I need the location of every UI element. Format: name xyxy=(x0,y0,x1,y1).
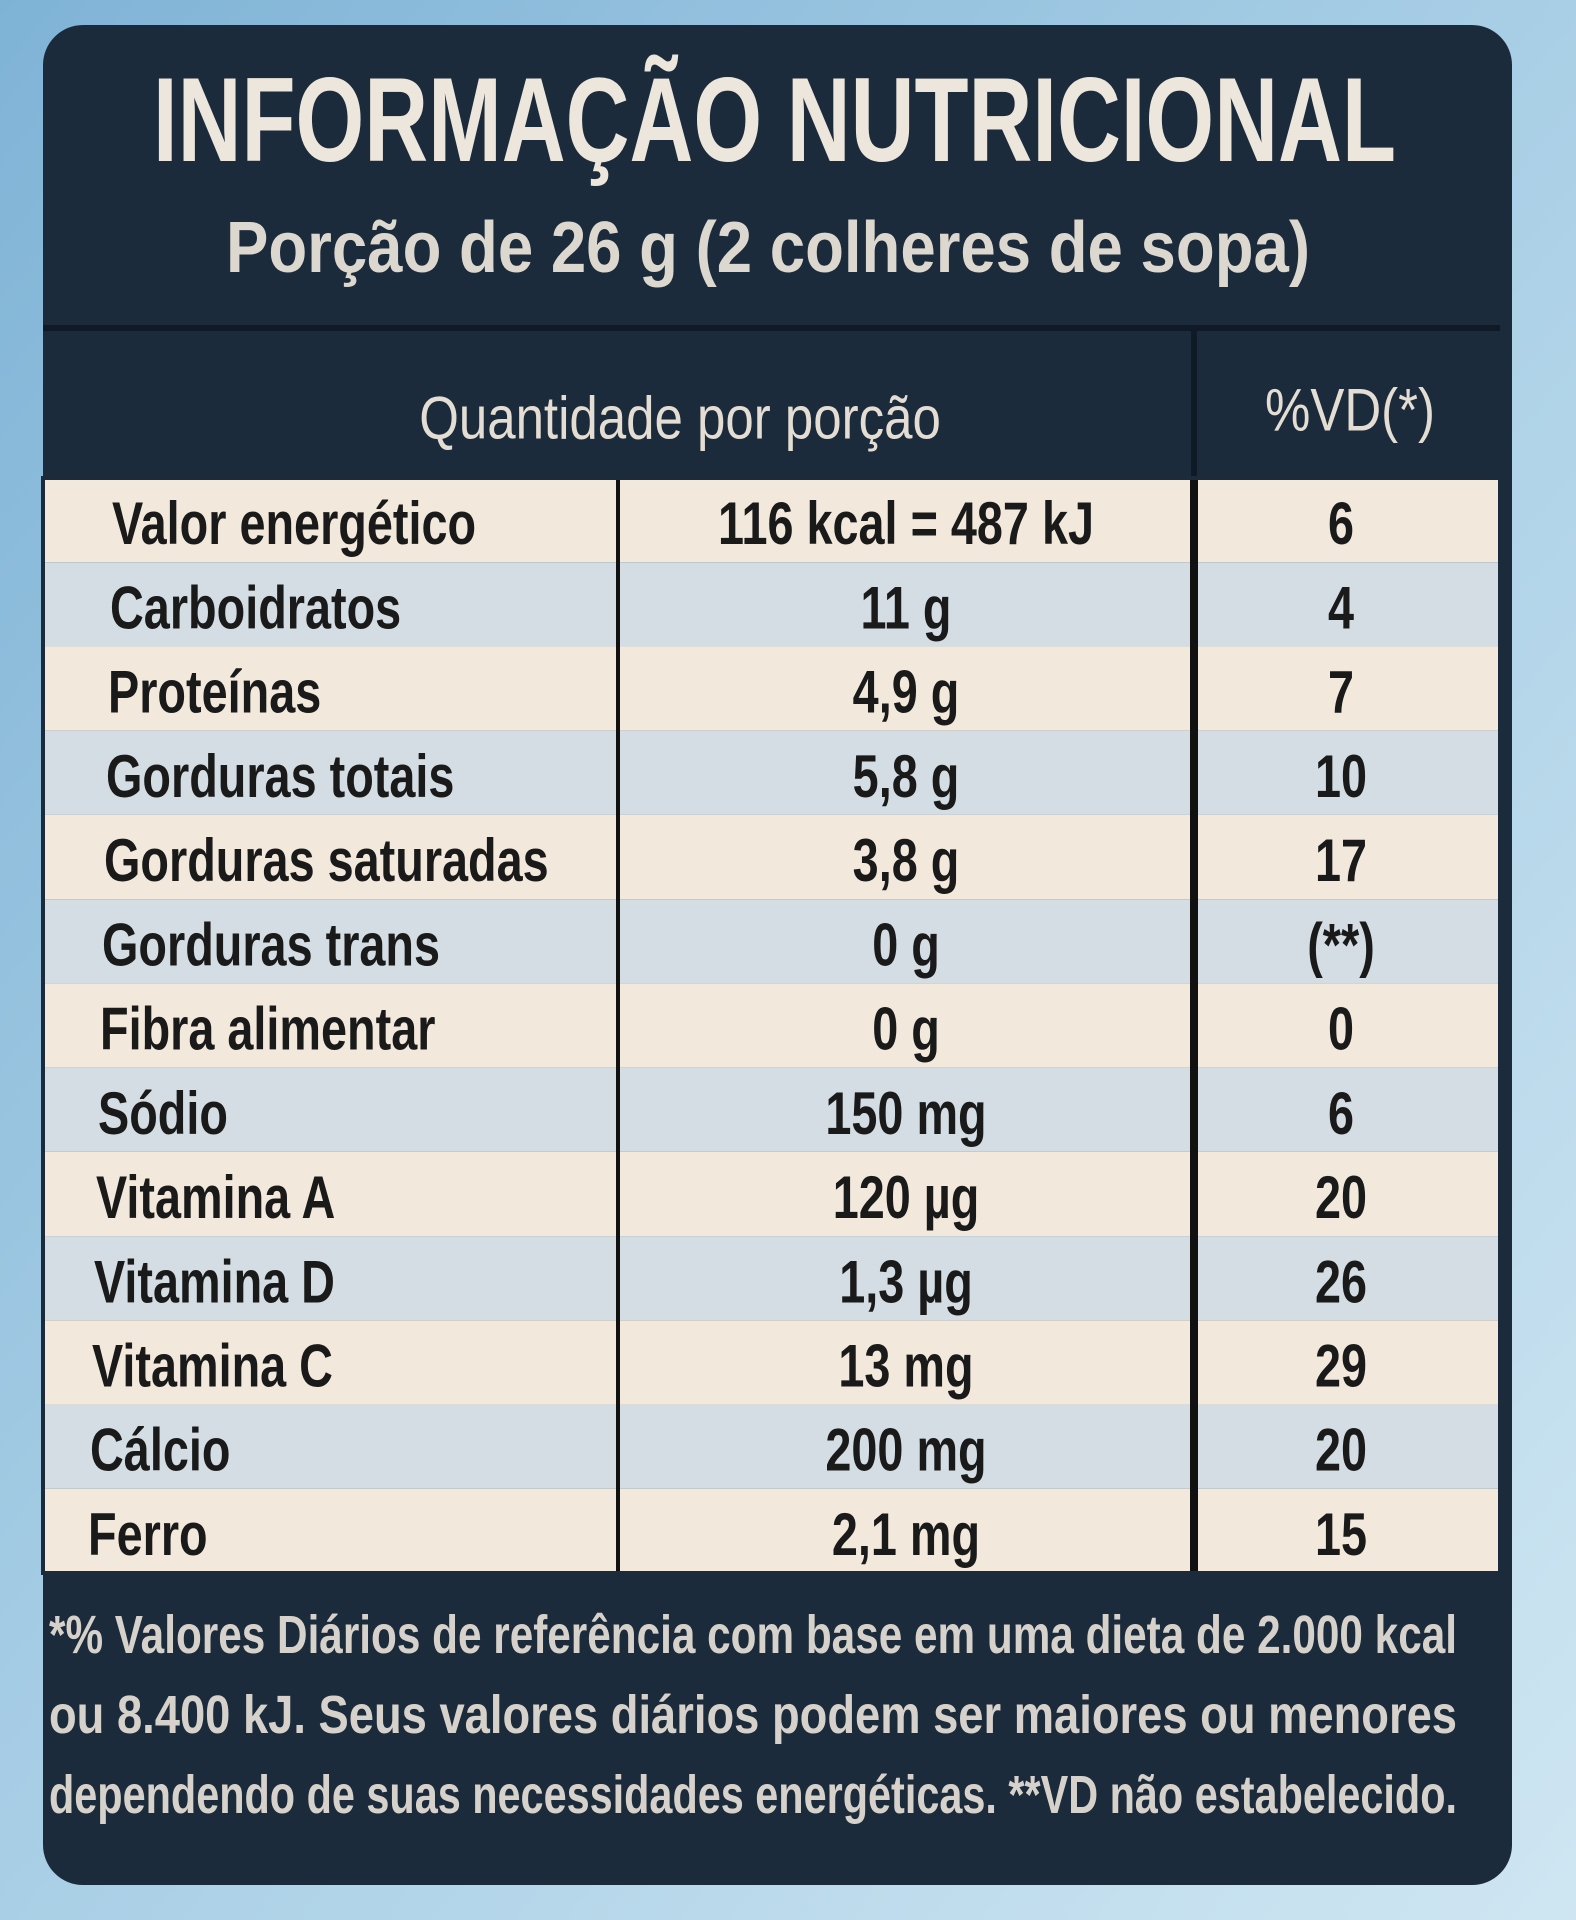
row-background xyxy=(43,562,1500,647)
row-background xyxy=(43,1151,1500,1237)
row-background xyxy=(43,730,1500,815)
footnote-line: *% Valores Diários de referência com bas… xyxy=(49,1605,1457,1665)
daily-value: 29 xyxy=(1315,1333,1367,1400)
column-header: %VD(*) xyxy=(1265,377,1435,444)
row-background xyxy=(43,478,1500,563)
nutrient-name: Gorduras totais xyxy=(106,743,454,810)
daily-value: 7 xyxy=(1328,659,1354,726)
amount: 0 g xyxy=(872,996,940,1063)
nutrient-name: Proteínas xyxy=(108,659,321,726)
daily-value: 6 xyxy=(1328,1080,1354,1147)
nutrient-name: Vitamina A xyxy=(96,1165,335,1232)
nutrient-name: Vitamina D xyxy=(94,1249,335,1316)
amount: 150 mg xyxy=(825,1080,986,1147)
footnote-line: dependendo de suas necessidades energéti… xyxy=(49,1765,1457,1825)
amount: 1,3 µg xyxy=(839,1249,973,1316)
amount: 2,1 mg xyxy=(832,1501,980,1568)
amount: 11 g xyxy=(860,575,951,642)
title: INFORMAÇÃO NUTRICIONAL xyxy=(153,53,1396,187)
daily-value: 20 xyxy=(1315,1417,1367,1484)
amount: 200 mg xyxy=(825,1417,986,1484)
amount: 13 mg xyxy=(838,1333,973,1400)
nutrient-name: Vitamina C xyxy=(92,1333,333,1400)
row-background xyxy=(43,1236,1500,1321)
row-background xyxy=(43,814,1500,900)
daily-value: 10 xyxy=(1315,743,1367,810)
row-background xyxy=(43,1320,1500,1405)
row-background xyxy=(43,899,1500,984)
row-background xyxy=(43,983,1500,1068)
daily-value: 17 xyxy=(1315,828,1367,895)
table: Quantidade por porção %VD(*) Valor energét… xyxy=(41,377,1502,1575)
amount: 0 g xyxy=(872,912,940,979)
nutrient-name: Gorduras saturadas xyxy=(104,828,549,895)
nutrient-name: Fibra alimentar xyxy=(100,996,436,1063)
amount: 4,9 g xyxy=(853,659,960,726)
daily-value: 0 xyxy=(1328,996,1354,1063)
row-background xyxy=(43,1067,1500,1152)
amount: 5,8 g xyxy=(853,743,960,810)
daily-value: 15 xyxy=(1315,1501,1367,1568)
amount: 116 kcal = 487 kJ xyxy=(718,491,1094,558)
footnote: *% Valores Diários de referência com bas… xyxy=(49,1605,1457,1825)
row-background xyxy=(43,646,1500,731)
amount: 3,8 g xyxy=(853,828,960,895)
nutrient-name: Carboidratos xyxy=(110,575,401,642)
daily-value: 26 xyxy=(1315,1249,1367,1316)
table-border xyxy=(41,476,1502,1575)
footnote-line: ou 8.400 kJ. Seus valores diários podem … xyxy=(49,1685,1457,1745)
nutrient-name: Sódio xyxy=(98,1080,228,1147)
daily-value: 20 xyxy=(1315,1165,1367,1232)
daily-value: 4 xyxy=(1328,575,1354,642)
nutrient-name: Gorduras trans xyxy=(102,912,440,979)
daily-value: 6 xyxy=(1328,491,1354,558)
nutrient-name: Valor energético xyxy=(112,491,476,558)
nutrient-name: Ferro xyxy=(88,1501,208,1568)
row-background xyxy=(43,1404,1500,1489)
amount: 120 µg xyxy=(833,1165,980,1232)
daily-value: (**) xyxy=(1307,912,1375,979)
nutrient-name: Cálcio xyxy=(90,1417,230,1484)
row-background xyxy=(43,1488,1500,1573)
column-header: Quantidade por porção xyxy=(419,385,941,452)
subtitle: Porção de 26 g (2 colheres de sopa) xyxy=(226,208,1310,288)
